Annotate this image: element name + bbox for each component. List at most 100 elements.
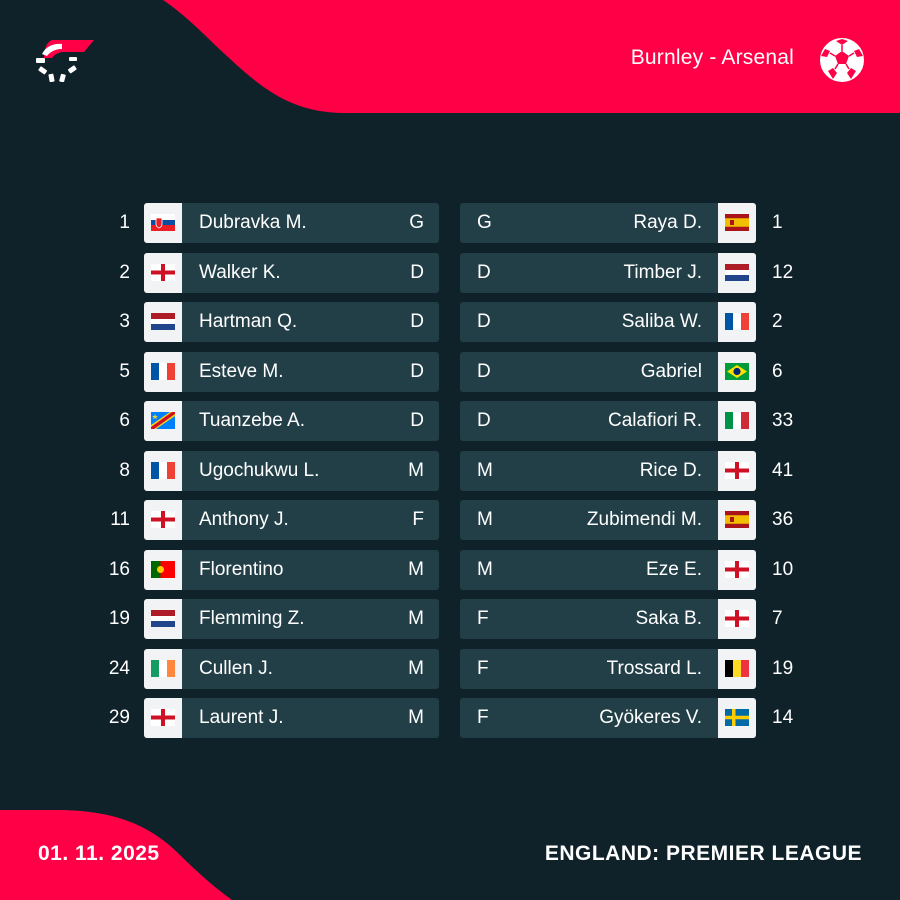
away-player-position: M bbox=[477, 460, 493, 481]
home-player-flag-ned-icon bbox=[144, 302, 182, 342]
home-player-number: 6 bbox=[119, 410, 130, 431]
away-player-row[interactable]: D Calafiori R. bbox=[460, 401, 756, 441]
home-player-number: 19 bbox=[108, 608, 130, 629]
away-player-name: Rice D. bbox=[639, 460, 702, 481]
home-player-row[interactable]: Laurent J. M bbox=[144, 698, 439, 738]
home-player-number: 3 bbox=[119, 311, 130, 332]
away-player-number: 7 bbox=[772, 608, 783, 629]
home-player-name: Esteve M. bbox=[199, 361, 284, 382]
home-player-position: D bbox=[410, 410, 424, 431]
home-player-row[interactable]: Cullen J. M bbox=[144, 649, 439, 689]
away-player-name: Saka B. bbox=[635, 608, 702, 629]
home-player-flag-svk-icon bbox=[144, 203, 182, 243]
away-player-name: Gyökeres V. bbox=[599, 707, 702, 728]
away-player-row[interactable]: F Gyökeres V. bbox=[460, 698, 756, 738]
home-player-row[interactable]: Anthony J. F bbox=[144, 500, 439, 540]
home-player-flag-fra-icon bbox=[144, 451, 182, 491]
home-player-row[interactable]: Ugochukwu L. M bbox=[144, 451, 439, 491]
home-player-row[interactable]: Tuanzebe A. D bbox=[144, 401, 439, 441]
home-player-position: M bbox=[408, 460, 424, 481]
away-player-number: 41 bbox=[772, 460, 794, 481]
away-player-number: 14 bbox=[772, 707, 794, 728]
home-player-flag-cod-icon bbox=[144, 401, 182, 441]
away-player-name: Calafiori R. bbox=[608, 410, 702, 431]
home-player-flag-eng-icon bbox=[144, 500, 182, 540]
home-player-row[interactable]: Flemming Z. M bbox=[144, 599, 439, 639]
home-player-row[interactable]: Florentino M bbox=[144, 550, 439, 590]
away-player-row[interactable]: D Gabriel bbox=[460, 352, 756, 392]
home-player-position: D bbox=[410, 361, 424, 382]
away-player-flag-ita-icon bbox=[718, 401, 756, 441]
home-player-row[interactable]: Dubravka M. G bbox=[144, 203, 439, 243]
away-player-row[interactable]: M Rice D. bbox=[460, 451, 756, 491]
away-player-flag-esp-icon bbox=[718, 203, 756, 243]
home-player-flag-ned-icon bbox=[144, 599, 182, 639]
football-icon bbox=[820, 38, 864, 82]
away-player-position: D bbox=[477, 311, 491, 332]
away-player-flag-esp-icon bbox=[718, 500, 756, 540]
away-player-position: D bbox=[477, 262, 491, 283]
home-player-position: F bbox=[412, 509, 424, 530]
home-player-row[interactable]: Esteve M. D bbox=[144, 352, 439, 392]
away-player-row[interactable]: F Trossard L. bbox=[460, 649, 756, 689]
away-player-number: 36 bbox=[772, 509, 794, 530]
home-player-name: Tuanzebe A. bbox=[199, 410, 305, 431]
home-player-position: D bbox=[410, 262, 424, 283]
home-player-number: 24 bbox=[108, 658, 130, 679]
away-player-flag-eng-icon bbox=[718, 550, 756, 590]
home-player-number: 1 bbox=[119, 212, 130, 233]
home-player-position: M bbox=[408, 658, 424, 679]
away-player-row[interactable]: G Raya D. bbox=[460, 203, 756, 243]
home-player-position: M bbox=[408, 608, 424, 629]
away-player-number: 10 bbox=[772, 559, 794, 580]
home-player-name: Ugochukwu L. bbox=[199, 460, 320, 481]
away-player-flag-swe-icon bbox=[718, 698, 756, 738]
away-player-number: 2 bbox=[772, 311, 783, 332]
home-player-flag-eng-icon bbox=[144, 698, 182, 738]
home-player-name: Hartman Q. bbox=[199, 311, 298, 332]
home-player-position: D bbox=[410, 311, 424, 332]
match-date: 01. 11. 2025 bbox=[38, 842, 160, 865]
home-player-name: Cullen J. bbox=[199, 658, 273, 679]
away-player-number: 33 bbox=[772, 410, 794, 431]
league-name: ENGLAND: PREMIER LEAGUE bbox=[544, 842, 862, 865]
home-player-number: 2 bbox=[119, 262, 130, 283]
away-player-name: Trossard L. bbox=[606, 658, 702, 679]
away-player-number: 6 bbox=[772, 361, 783, 382]
home-player-name: Anthony J. bbox=[199, 509, 289, 530]
home-player-number: 5 bbox=[119, 361, 130, 382]
home-player-flag-por-icon bbox=[144, 550, 182, 590]
away-player-name: Raya D. bbox=[633, 212, 702, 233]
away-player-flag-bel-icon bbox=[718, 649, 756, 689]
home-player-flag-eng-icon bbox=[144, 253, 182, 293]
away-player-name: Gabriel bbox=[640, 361, 702, 382]
away-player-row[interactable]: D Timber J. bbox=[460, 253, 756, 293]
home-player-row[interactable]: Walker K. D bbox=[144, 253, 439, 293]
away-player-name: Eze E. bbox=[646, 559, 702, 580]
away-player-position: M bbox=[477, 509, 493, 530]
away-player-name: Saliba W. bbox=[621, 311, 702, 332]
flashscore-logo bbox=[36, 40, 94, 82]
home-player-row[interactable]: Hartman Q. D bbox=[144, 302, 439, 342]
away-player-position: M bbox=[477, 559, 493, 580]
home-player-name: Florentino bbox=[199, 559, 284, 580]
away-player-position: F bbox=[477, 608, 489, 629]
away-player-flag-ned-icon bbox=[718, 253, 756, 293]
home-player-name: Flemming Z. bbox=[199, 608, 305, 629]
home-player-name: Walker K. bbox=[199, 262, 281, 283]
away-player-row[interactable]: M Zubimendi M. bbox=[460, 500, 756, 540]
away-player-number: 19 bbox=[772, 658, 794, 679]
away-player-flag-eng-icon bbox=[718, 451, 756, 491]
home-player-name: Laurent J. bbox=[199, 707, 284, 728]
home-player-number: 29 bbox=[108, 707, 130, 728]
home-player-position: M bbox=[408, 559, 424, 580]
away-player-flag-fra-icon bbox=[718, 302, 756, 342]
away-player-row[interactable]: F Saka B. bbox=[460, 599, 756, 639]
away-player-row[interactable]: D Saliba W. bbox=[460, 302, 756, 342]
home-player-name: Dubravka M. bbox=[199, 212, 307, 233]
away-player-row[interactable]: M Eze E. bbox=[460, 550, 756, 590]
match-title: Burnley - Arsenal bbox=[630, 46, 794, 69]
away-player-flag-eng-icon bbox=[718, 599, 756, 639]
away-player-flag-bra-icon bbox=[718, 352, 756, 392]
home-player-flag-irl-icon bbox=[144, 649, 182, 689]
